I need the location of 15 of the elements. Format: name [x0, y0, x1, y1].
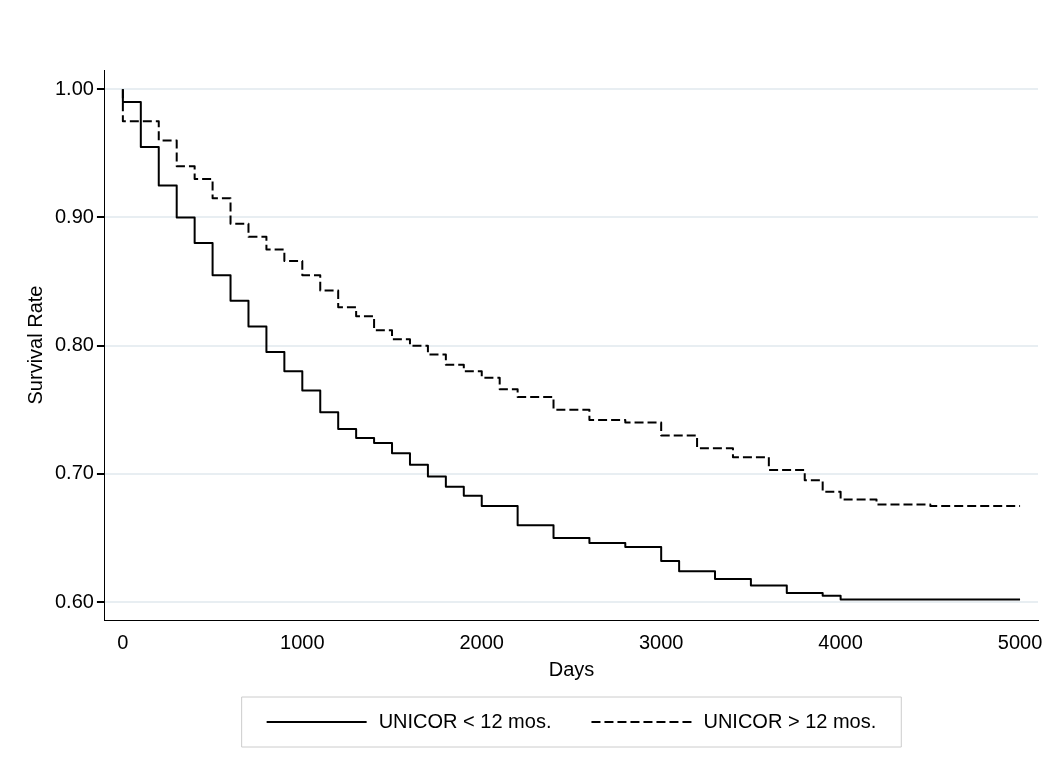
x-tick-label: 1000: [280, 630, 325, 653]
x-tick-label: 5000: [997, 630, 1043, 653]
legend-label: UNICOR < 12 mos.: [378, 709, 552, 732]
x-tick-label: 2000: [459, 630, 504, 653]
x-tick-label: 4000: [818, 630, 863, 653]
x-tick-label: 3000: [638, 630, 684, 653]
y-tick-label: 0.90: [54, 204, 94, 227]
y-axis-title: Survival Rate: [23, 285, 46, 405]
y-tick-label: 1.00: [54, 76, 94, 99]
x-tick-label: 0: [117, 630, 129, 653]
x-axis-title: Days: [548, 657, 595, 680]
y-tick-label: 0.70: [54, 461, 94, 484]
y-tick-label: 0.60: [54, 589, 94, 612]
legend-label: UNICOR > 12 mos.: [703, 709, 877, 732]
y-tick-label: 0.80: [54, 333, 94, 356]
